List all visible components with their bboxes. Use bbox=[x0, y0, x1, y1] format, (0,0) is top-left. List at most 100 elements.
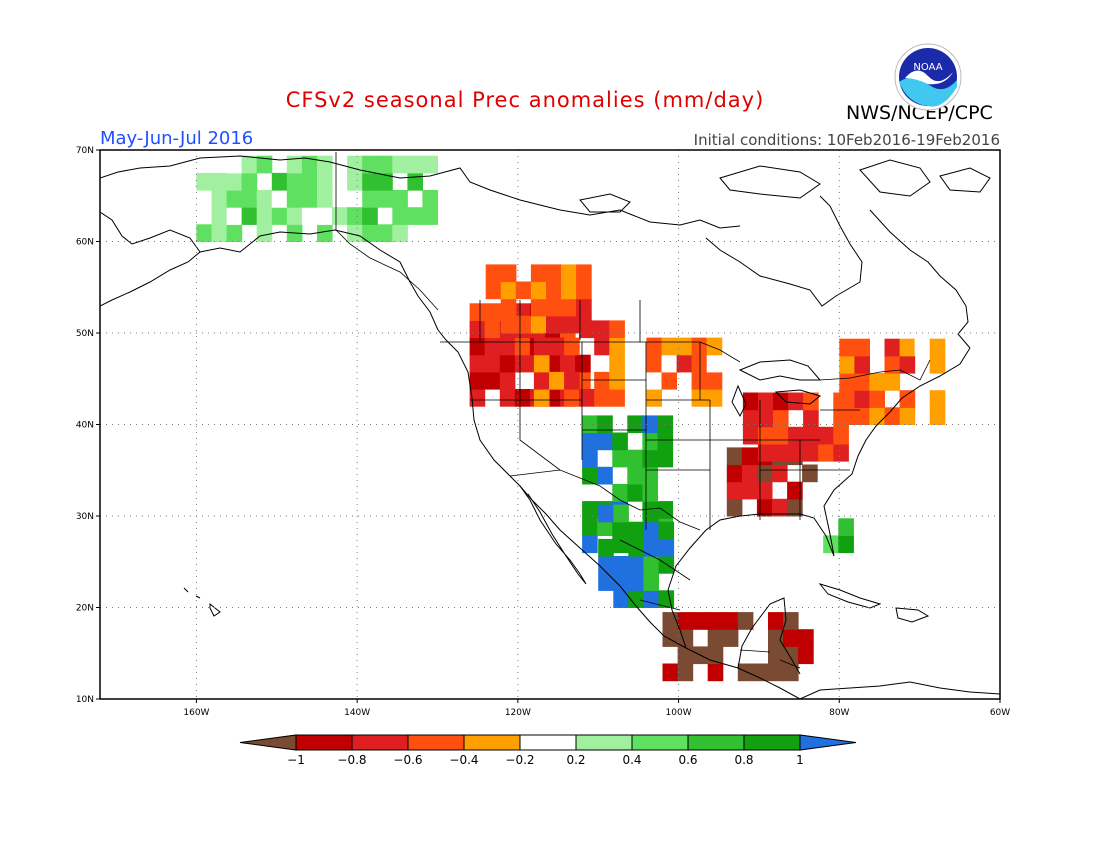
anomaly-cell bbox=[798, 646, 814, 665]
colorbar-tick-label: −1 bbox=[287, 753, 305, 767]
anomaly-cell bbox=[609, 371, 625, 390]
anomaly-cell bbox=[803, 443, 819, 462]
colorbar-tick-label: 0.4 bbox=[622, 753, 641, 767]
lat-tick-label: 40N bbox=[76, 421, 94, 431]
colorbar-max-arrow bbox=[799, 734, 857, 751]
anomaly-cell bbox=[726, 464, 743, 483]
anomaly-cell bbox=[854, 407, 870, 425]
svg-text:NOAA: NOAA bbox=[913, 62, 942, 73]
anomaly-cell bbox=[226, 155, 243, 174]
anomaly-cell bbox=[773, 443, 789, 462]
anomaly-cell bbox=[597, 432, 613, 451]
anomaly-cell bbox=[347, 155, 363, 174]
anomaly-cell bbox=[226, 172, 243, 191]
anomaly-cell bbox=[211, 172, 228, 191]
anomaly-cell bbox=[869, 390, 885, 408]
anomaly-cell bbox=[500, 315, 517, 334]
anomaly-cell bbox=[756, 464, 773, 483]
anomaly-cell bbox=[643, 573, 659, 591]
anomaly-cell bbox=[818, 443, 834, 462]
anomaly-cell bbox=[706, 354, 723, 373]
colorbar-tick-label: 0.2 bbox=[566, 753, 585, 767]
anomaly-cell bbox=[788, 392, 804, 411]
anomaly-cell bbox=[546, 281, 562, 300]
lat-tick-label: 20N bbox=[76, 604, 94, 614]
anomaly-cell bbox=[706, 371, 723, 390]
anomaly-cell bbox=[469, 320, 486, 339]
lon-tick-label: 120W bbox=[505, 708, 531, 718]
anomaly-cell bbox=[469, 354, 486, 373]
lon-tick-label: 80W bbox=[829, 708, 849, 718]
colorbar-bin bbox=[351, 734, 409, 751]
anomaly-cell bbox=[469, 371, 486, 390]
anomaly-cell bbox=[271, 207, 288, 225]
colorbar-bin bbox=[519, 734, 577, 751]
anomaly-cell bbox=[256, 155, 273, 174]
anomaly-cell bbox=[271, 172, 288, 191]
anomaly-cell bbox=[407, 207, 423, 225]
anomaly-cell bbox=[347, 207, 363, 225]
anomaly-cell bbox=[706, 337, 723, 356]
anomaly-cell bbox=[787, 481, 803, 500]
colorbar-tick-label: −0.2 bbox=[505, 753, 534, 767]
anomaly-cell bbox=[317, 190, 333, 208]
anomaly-cell bbox=[377, 155, 393, 174]
anomaly-cell bbox=[661, 371, 678, 390]
anomaly-cell bbox=[627, 484, 643, 502]
anomaly-cell bbox=[707, 646, 724, 665]
anomaly-cell bbox=[196, 190, 212, 208]
anomaly-cell bbox=[613, 521, 629, 540]
lat-tick-label: 10N bbox=[76, 695, 94, 705]
anomaly-cell bbox=[818, 426, 834, 445]
anomaly-cell bbox=[582, 432, 598, 451]
anomaly-cell bbox=[582, 535, 598, 554]
anomaly-cell bbox=[241, 172, 258, 191]
anomaly-cell bbox=[317, 172, 333, 191]
anomaly-cell bbox=[707, 629, 724, 647]
anomaly-cell bbox=[530, 298, 547, 317]
anomaly-cell bbox=[241, 207, 258, 225]
anomaly-cell bbox=[741, 481, 758, 500]
anomaly-cell bbox=[582, 415, 598, 434]
colorbar-bin bbox=[687, 734, 745, 751]
anomaly-cell bbox=[929, 338, 946, 357]
anomaly-cell bbox=[803, 392, 819, 411]
anomaly-cell bbox=[211, 224, 228, 242]
anomaly-cell bbox=[485, 264, 502, 283]
anomaly-cell bbox=[226, 190, 243, 208]
anomaly-cell bbox=[722, 612, 739, 630]
anomaly-cell bbox=[741, 447, 758, 466]
lat-tick-label: 50N bbox=[76, 329, 94, 339]
anomaly-cell bbox=[575, 354, 591, 373]
anomaly-cell bbox=[869, 373, 885, 391]
anomaly-cell bbox=[768, 612, 784, 630]
colorbar-bin bbox=[575, 734, 633, 751]
anomaly-cell bbox=[627, 449, 643, 468]
anomaly-cell bbox=[362, 172, 378, 191]
anomaly-cell bbox=[499, 371, 516, 390]
anomaly-cell bbox=[256, 207, 273, 225]
anomaly-cell bbox=[286, 190, 303, 208]
anomaly-cell bbox=[627, 466, 643, 485]
anomaly-cell bbox=[533, 389, 550, 407]
anomaly-cell bbox=[515, 281, 532, 300]
anomaly-cell bbox=[286, 172, 303, 191]
anomaly-cell bbox=[561, 315, 577, 334]
forecast-period: May-Jun-Jul 2016 bbox=[100, 128, 254, 149]
anomaly-cell bbox=[377, 172, 393, 191]
anomaly-cell bbox=[392, 207, 408, 225]
anomaly-cell bbox=[798, 629, 814, 647]
anomaly-cell bbox=[662, 663, 679, 682]
anomaly-cell bbox=[628, 556, 644, 574]
anomaly-cell bbox=[530, 315, 547, 334]
anomaly-cell bbox=[514, 354, 531, 373]
anomaly-cell bbox=[691, 371, 708, 390]
anomaly-cell bbox=[392, 224, 408, 242]
anomaly-cell bbox=[377, 190, 393, 208]
anomaly-cell bbox=[582, 501, 598, 519]
colorbar-bin bbox=[631, 734, 689, 751]
anomaly-cell bbox=[768, 663, 784, 682]
anomaly-cell bbox=[576, 264, 592, 283]
anomaly-cell bbox=[628, 521, 644, 540]
anomaly-cell bbox=[854, 338, 870, 357]
